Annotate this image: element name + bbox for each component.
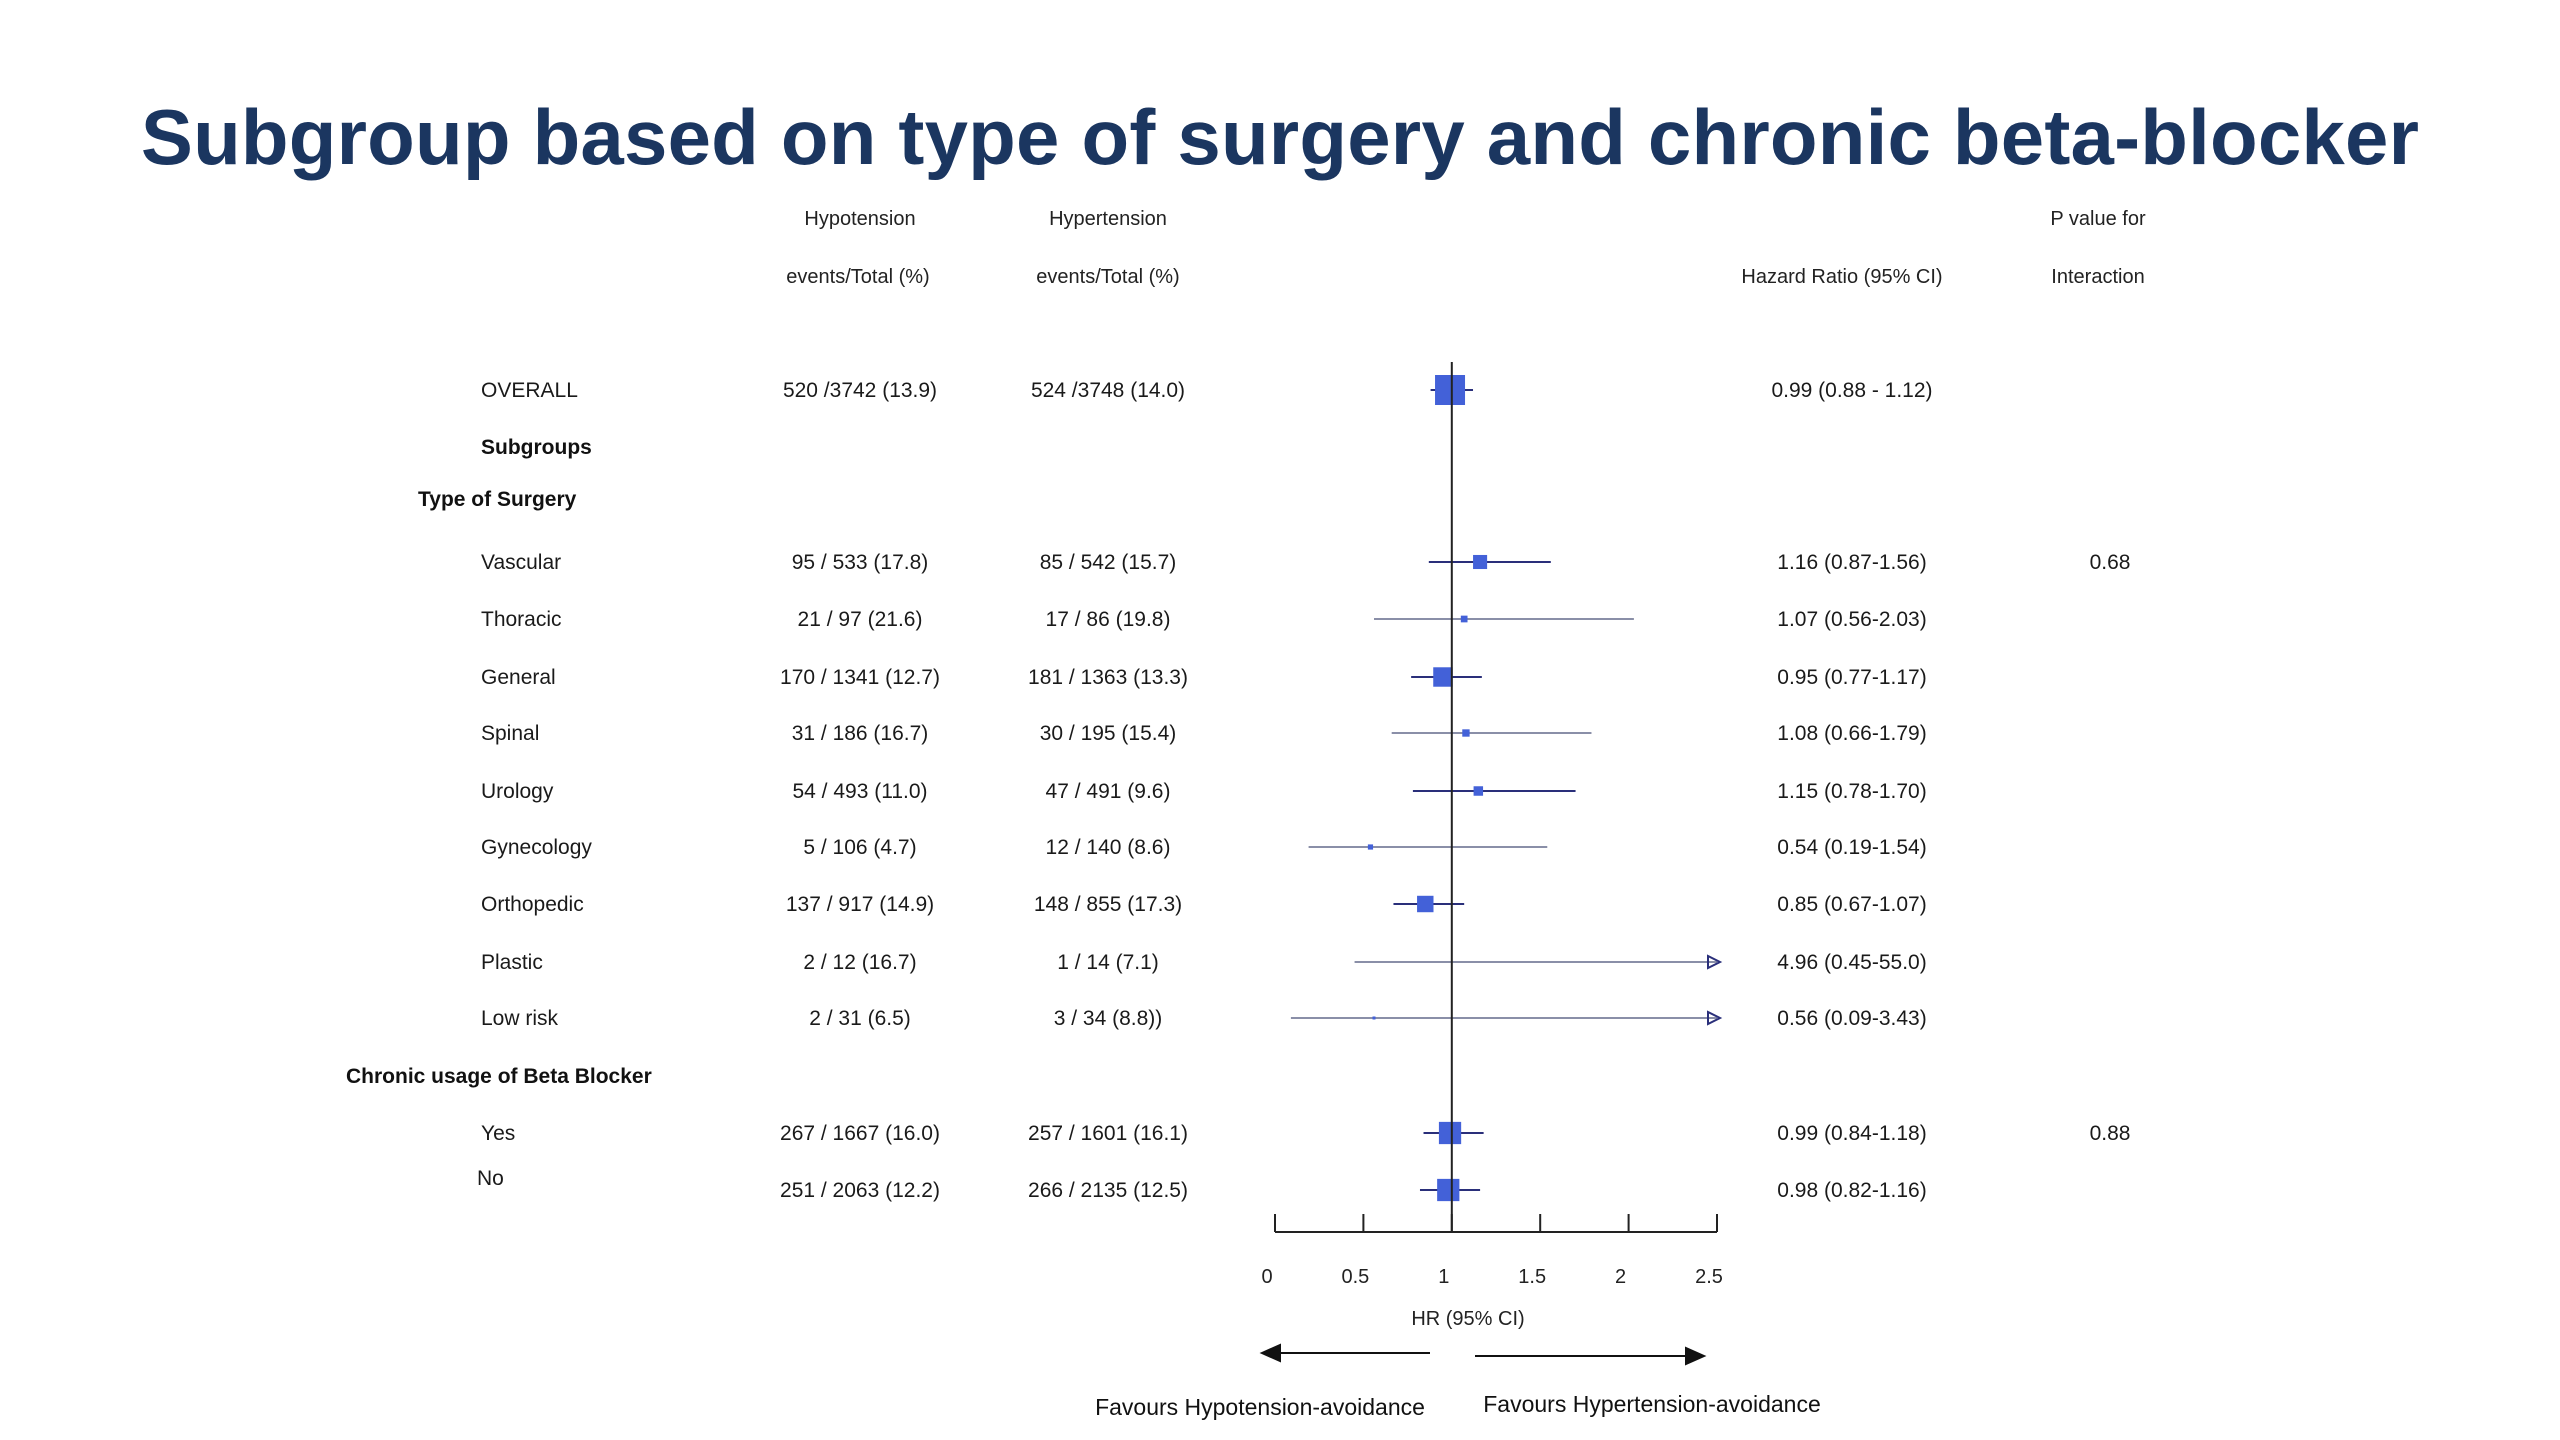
- row-plastic-label: Plastic: [481, 951, 543, 974]
- favours-right-label: Favours Hypertension-avoidance: [1483, 1391, 1821, 1417]
- row-bb-no-label: No: [477, 1167, 504, 1190]
- row-bb-no-hypertension-count: 266 / 2135 (12.5): [1028, 1179, 1188, 1202]
- table-rows: OVERALL 520 /3742 (13.9) 524 /3748 (14.0) 0…: [477, 379, 2130, 1202]
- row-urology-point-estimate: [1473, 786, 1484, 796]
- axis-label: HR (95% CI): [1411, 1308, 1524, 1330]
- row-urology-hypotension-count: 54 / 493 (11.0): [792, 780, 927, 803]
- row-vascular-label: Vascular: [481, 551, 561, 574]
- row-low-risk-label: Low risk: [481, 1007, 559, 1030]
- row-overall-hr-text: 0.99 (0.88 - 1.12): [1771, 379, 1932, 402]
- row-overall-hypertension-count: 524 /3748 (14.0): [1031, 379, 1185, 402]
- x-tick-label-0: 0: [1261, 1266, 1272, 1288]
- row-low-risk-point-estimate: [1372, 1016, 1376, 1020]
- row-plastic-hypertension-count: 1 / 14 (7.1): [1057, 951, 1159, 974]
- row-spinal-label: Spinal: [481, 722, 539, 745]
- row-overall-hypotension-count: 520 /3742 (13.9): [783, 379, 937, 402]
- x-tick-label-2-5: 2.5: [1695, 1266, 1723, 1288]
- x-tick-label-0-5: 0.5: [1341, 1266, 1369, 1288]
- favours-left-label: Favours Hypotension-avoidance: [1095, 1394, 1425, 1420]
- row-bb-no-hypotension-count: 251 / 2063 (12.2): [780, 1179, 940, 1202]
- section-subgroups: Subgroups: [481, 436, 592, 459]
- header-p-value: P value for: [2050, 208, 2146, 230]
- row-overall-point-estimate: [1435, 375, 1466, 405]
- row-gynecology-hypertension-count: 12 / 140 (8.6): [1046, 836, 1171, 859]
- row-general-point-estimate: [1433, 667, 1453, 687]
- row-bb-yes-p-value: 0.88: [2090, 1122, 2131, 1145]
- section-beta-blocker: Chronic usage of Beta Blocker: [346, 1065, 652, 1088]
- row-low-risk-hypertension-count: 3 / 34 (8.8)): [1054, 1007, 1163, 1030]
- row-vascular-hypertension-count: 85 / 542 (15.7): [1040, 551, 1177, 574]
- row-gynecology-point-estimate: [1367, 844, 1374, 850]
- favours-right-arrowhead: [1685, 1346, 1707, 1366]
- row-spinal-hypertension-count: 30 / 195 (15.4): [1040, 722, 1177, 745]
- x-axis: 0 0.5 1 1.5 2 2.5: [1261, 1214, 1723, 1288]
- row-bb-yes-hr-text: 0.99 (0.84-1.18): [1777, 1122, 1926, 1145]
- row-orthopedic-label: Orthopedic: [481, 893, 584, 916]
- row-vascular-p-value: 0.68: [2090, 551, 2131, 574]
- row-urology-hr-text: 1.15 (0.78-1.70): [1777, 780, 1926, 803]
- slide-title: Subgroup based on type of surgery and ch…: [140, 93, 2420, 181]
- row-plastic-hr-text: 4.96 (0.45-55.0): [1777, 951, 1926, 974]
- row-general-hr-text: 0.95 (0.77-1.17): [1777, 666, 1926, 689]
- favours-left-arrowhead: [1259, 1343, 1281, 1363]
- row-overall-label: OVERALL: [481, 379, 578, 402]
- row-urology-hypertension-count: 47 / 491 (9.6): [1046, 780, 1171, 803]
- row-thoracic-hypotension-count: 21 / 97 (21.6): [798, 608, 923, 631]
- row-bb-yes-label: Yes: [481, 1122, 515, 1145]
- header-interaction: Interaction: [2051, 266, 2144, 288]
- row-vascular-hypotension-count: 95 / 533 (17.8): [792, 551, 929, 574]
- forest-marks: [1290, 362, 1723, 1232]
- row-spinal-hypotension-count: 31 / 186 (16.7): [792, 722, 929, 745]
- header-hypotension: Hypotension: [804, 208, 915, 230]
- x-tick-label-2: 2: [1615, 1266, 1626, 1288]
- row-low-risk-hr-text: 0.56 (0.09-3.43): [1777, 1007, 1926, 1030]
- row-orthopedic-hr-text: 0.85 (0.67-1.07): [1777, 893, 1926, 916]
- row-bb-yes-hypertension-count: 257 / 1601 (16.1): [1028, 1122, 1188, 1145]
- header-hypotension-sub: events/Total (%): [786, 266, 929, 288]
- row-thoracic-hr-text: 1.07 (0.56-2.03): [1777, 608, 1926, 631]
- header-hypertension: Hypertension: [1049, 208, 1167, 230]
- row-orthopedic-point-estimate: [1417, 895, 1434, 913]
- row-bb-no-point-estimate: [1437, 1178, 1460, 1202]
- row-orthopedic-hypotension-count: 137 / 917 (14.9): [786, 893, 934, 916]
- x-tick-label-1: 1: [1438, 1266, 1449, 1288]
- row-urology-label: Urology: [481, 780, 554, 803]
- row-gynecology-label: Gynecology: [481, 836, 592, 859]
- row-gynecology-hr-text: 0.54 (0.19-1.54): [1777, 836, 1926, 859]
- row-thoracic-point-estimate: [1460, 615, 1468, 623]
- row-gynecology-hypotension-count: 5 / 106 (4.7): [803, 836, 916, 859]
- row-low-risk-hypotension-count: 2 / 31 (6.5): [809, 1007, 911, 1030]
- row-general-label: General: [481, 666, 556, 689]
- row-bb-no-hr-text: 0.98 (0.82-1.16): [1777, 1179, 1926, 1202]
- section-type-of-surgery: Type of Surgery: [418, 488, 577, 511]
- row-bb-yes-hypotension-count: 267 / 1667 (16.0): [780, 1122, 940, 1145]
- row-general-hypotension-count: 170 / 1341 (12.7): [780, 666, 940, 689]
- row-vascular-hr-text: 1.16 (0.87-1.56): [1777, 551, 1926, 574]
- row-orthopedic-hypertension-count: 148 / 855 (17.3): [1034, 893, 1182, 916]
- row-thoracic-label: Thoracic: [481, 608, 562, 631]
- row-spinal-hr-text: 1.08 (0.66-1.79): [1777, 722, 1926, 745]
- row-general-hypertension-count: 181 / 1363 (13.3): [1028, 666, 1188, 689]
- row-spinal-point-estimate: [1462, 729, 1470, 737]
- row-low-risk-ci-arrow: [1707, 1010, 1723, 1026]
- row-bb-yes-point-estimate: [1438, 1121, 1462, 1145]
- row-vascular-point-estimate: [1473, 554, 1488, 570]
- row-thoracic-hypertension-count: 17 / 86 (19.8): [1046, 608, 1171, 631]
- row-plastic-ci-arrow: [1707, 954, 1723, 970]
- x-tick-label-1-5: 1.5: [1518, 1266, 1546, 1288]
- row-plastic-hypotension-count: 2 / 12 (16.7): [803, 951, 916, 974]
- header-hazard-ratio: Hazard Ratio (95% CI): [1741, 266, 1942, 288]
- header-hypertension-sub: events/Total (%): [1036, 266, 1179, 288]
